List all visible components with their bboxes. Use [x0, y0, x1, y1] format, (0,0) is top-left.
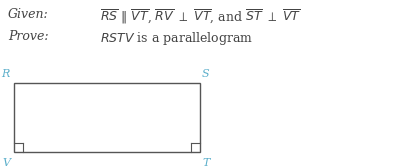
- Bar: [14, 83, 200, 152]
- Text: T: T: [202, 158, 209, 168]
- Text: $RSTV$ is a parallelogram: $RSTV$ is a parallelogram: [100, 30, 253, 47]
- Text: $\overline{RS}$ $\|$ $\overline{VT}$, $\overline{RV}$ $\perp$ $\overline{VT}$, a: $\overline{RS}$ $\|$ $\overline{VT}$, $\…: [100, 8, 301, 26]
- Text: Prove:: Prove:: [8, 30, 48, 43]
- Text: V: V: [2, 158, 10, 168]
- Text: R: R: [2, 69, 10, 79]
- Text: S: S: [202, 69, 209, 79]
- Text: Given:: Given:: [8, 8, 49, 21]
